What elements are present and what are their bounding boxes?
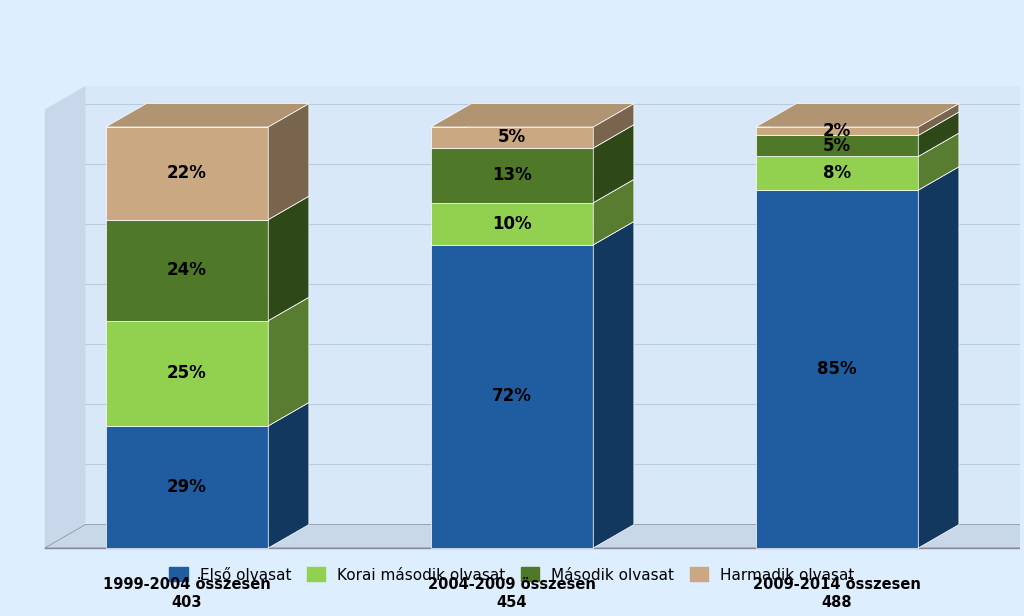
Polygon shape: [756, 167, 958, 190]
Polygon shape: [105, 219, 268, 321]
Polygon shape: [431, 245, 593, 548]
Polygon shape: [431, 103, 634, 127]
Polygon shape: [756, 112, 958, 136]
Polygon shape: [756, 190, 919, 548]
Polygon shape: [919, 133, 958, 190]
Polygon shape: [593, 103, 634, 148]
Polygon shape: [431, 203, 593, 245]
Text: 5%: 5%: [498, 129, 526, 147]
Polygon shape: [431, 148, 593, 203]
Polygon shape: [431, 222, 634, 245]
Text: 24%: 24%: [167, 261, 207, 279]
Polygon shape: [756, 127, 919, 136]
Polygon shape: [105, 103, 309, 127]
Polygon shape: [45, 525, 1024, 548]
Text: 85%: 85%: [817, 360, 857, 378]
Polygon shape: [431, 179, 634, 203]
Polygon shape: [105, 426, 268, 548]
Polygon shape: [756, 136, 919, 156]
Text: 10%: 10%: [493, 215, 531, 233]
Polygon shape: [919, 112, 958, 156]
Polygon shape: [756, 133, 958, 156]
Text: 72%: 72%: [493, 387, 531, 405]
Legend: Első olvasat, Korai második olvasat, Második olvasat, Harmadik olvasat: Első olvasat, Korai második olvasat, Más…: [165, 563, 859, 587]
Text: 25%: 25%: [167, 364, 207, 383]
Polygon shape: [85, 86, 1024, 525]
Polygon shape: [105, 321, 268, 426]
Polygon shape: [105, 197, 309, 219]
Polygon shape: [593, 179, 634, 245]
Text: 2009-2014 összesen
488: 2009-2014 összesen 488: [753, 577, 921, 610]
Polygon shape: [431, 127, 593, 148]
Text: 8%: 8%: [823, 164, 851, 182]
Polygon shape: [45, 86, 85, 548]
Polygon shape: [919, 103, 958, 136]
Polygon shape: [593, 222, 634, 548]
Polygon shape: [105, 402, 309, 426]
Text: 1999-2004 összesen
403: 1999-2004 összesen 403: [103, 577, 271, 610]
Polygon shape: [431, 124, 634, 148]
Polygon shape: [268, 103, 309, 219]
Text: 29%: 29%: [167, 478, 207, 496]
Polygon shape: [919, 167, 958, 548]
Text: 2004-2009 összesen
454: 2004-2009 összesen 454: [428, 577, 596, 610]
Polygon shape: [268, 197, 309, 321]
Polygon shape: [756, 103, 958, 127]
Polygon shape: [593, 124, 634, 203]
Polygon shape: [268, 402, 309, 548]
Text: 22%: 22%: [167, 164, 207, 182]
Polygon shape: [105, 127, 268, 219]
Text: 2%: 2%: [823, 122, 851, 140]
Polygon shape: [756, 156, 919, 190]
Polygon shape: [268, 298, 309, 426]
Text: 13%: 13%: [493, 166, 531, 184]
Text: 5%: 5%: [823, 137, 851, 155]
Polygon shape: [105, 298, 309, 321]
